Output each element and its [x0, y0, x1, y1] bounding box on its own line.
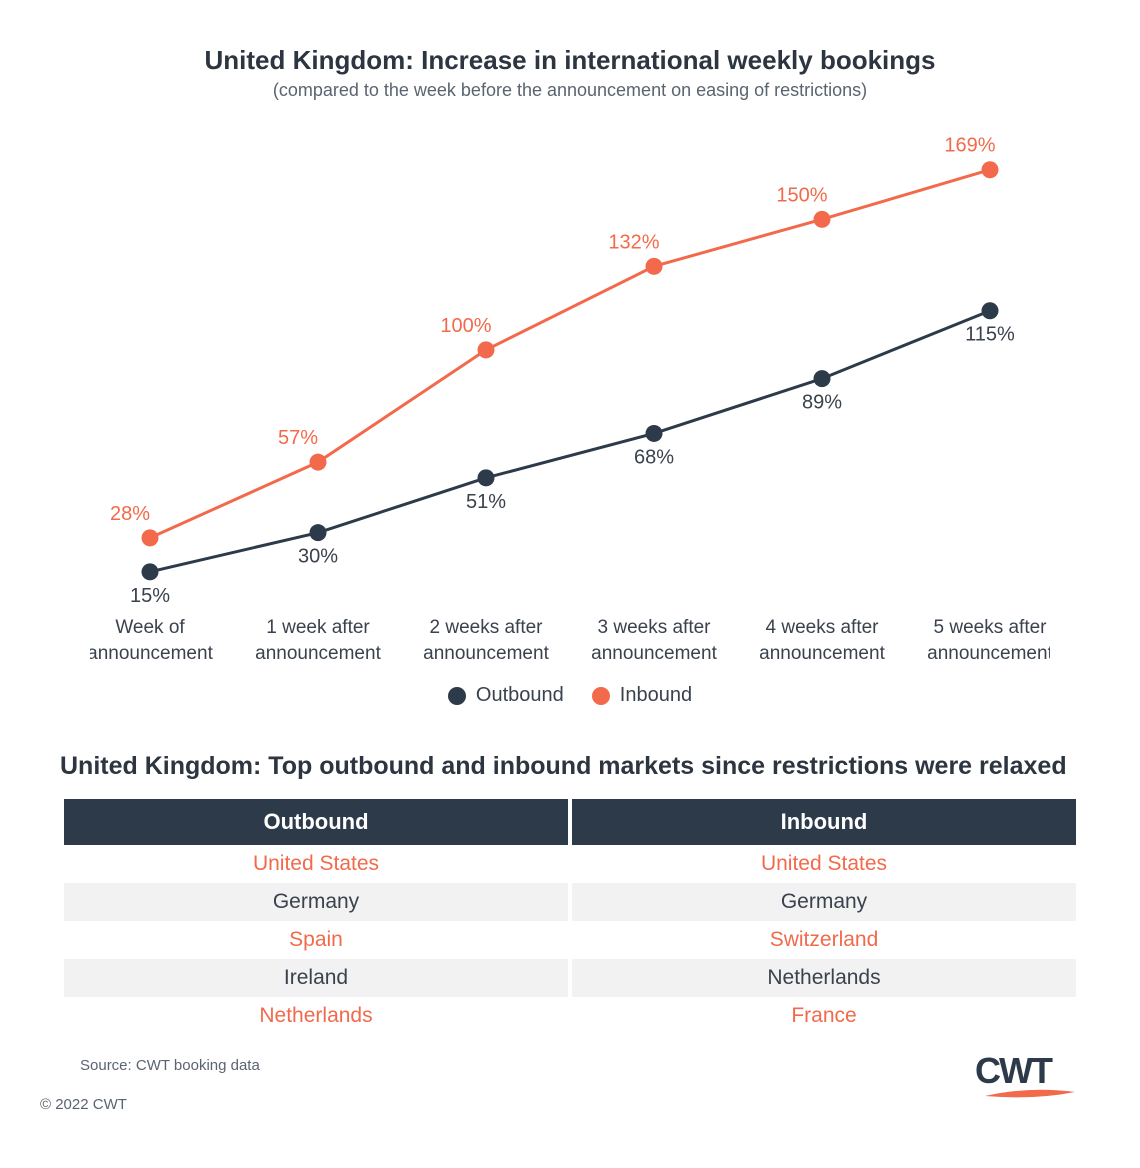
svg-text:57%: 57% — [278, 427, 318, 449]
legend-dot-icon — [592, 687, 610, 705]
table-header: Outbound — [64, 799, 568, 845]
table-cell: France — [572, 997, 1076, 1035]
chart-title: United Kingdom: Increase in internationa… — [60, 45, 1080, 76]
copyright: © 2022 CWT — [40, 1096, 127, 1113]
table-cell: Germany — [64, 883, 568, 921]
table-header: Inbound — [572, 799, 1076, 845]
table-cell: Netherlands — [572, 959, 1076, 997]
svg-text:28%: 28% — [110, 503, 150, 525]
svg-text:115%: 115% — [965, 324, 1015, 346]
table-row: SpainSwitzerland — [64, 921, 1076, 959]
legend-item: Outbound — [448, 684, 564, 707]
svg-text:announcement: announcement — [90, 643, 214, 661]
svg-text:169%: 169% — [944, 135, 995, 157]
table-cell: United States — [572, 845, 1076, 883]
table-cell: Netherlands — [64, 997, 568, 1035]
svg-text:4 weeks after: 4 weeks after — [766, 617, 880, 638]
table-row: NetherlandsFrance — [64, 997, 1076, 1035]
svg-text:89%: 89% — [802, 392, 842, 414]
svg-text:3 weeks after: 3 weeks after — [598, 617, 712, 638]
legend-item: Inbound — [592, 684, 692, 707]
svg-text:1 week after: 1 week after — [266, 617, 370, 638]
svg-text:CWT: CWT — [975, 1050, 1053, 1091]
svg-text:announcement: announcement — [423, 643, 549, 661]
chart-subtitle: (compared to the week before the announc… — [60, 80, 1080, 101]
legend-dot-icon — [448, 687, 466, 705]
table-cell: Ireland — [64, 959, 568, 997]
svg-text:15%: 15% — [130, 585, 170, 607]
table-cell: Germany — [572, 883, 1076, 921]
legend-label: Outbound — [476, 684, 564, 707]
svg-text:30%: 30% — [298, 546, 338, 568]
svg-text:150%: 150% — [776, 184, 827, 206]
line-chart: 15% 30% 51% 68% 89% 115% 28% 57% 100% 132% 150% 169… — [90, 121, 1050, 666]
legend-label: Inbound — [620, 684, 692, 707]
table-title: United Kingdom: Top outbound and inbound… — [60, 752, 1080, 781]
svg-text:announcement: announcement — [927, 643, 1050, 661]
table-row: United StatesUnited States — [64, 845, 1076, 883]
svg-text:Week of: Week of — [115, 617, 185, 638]
markets-table: OutboundInbound United StatesUnited Stat… — [60, 799, 1080, 1035]
svg-text:announcement: announcement — [255, 643, 381, 661]
svg-text:51%: 51% — [466, 491, 506, 513]
source-note: Source: CWT booking data — [80, 1057, 1080, 1074]
svg-text:announcement: announcement — [759, 643, 885, 661]
table-row: IrelandNetherlands — [64, 959, 1076, 997]
svg-text:2 weeks after: 2 weeks after — [430, 617, 544, 638]
svg-text:100%: 100% — [440, 315, 491, 337]
table-cell: Switzerland — [572, 921, 1076, 959]
svg-text:5 weeks after: 5 weeks after — [934, 617, 1048, 638]
table-cell: Spain — [64, 921, 568, 959]
chart-legend: Outbound Inbound — [60, 684, 1080, 707]
svg-text:68%: 68% — [634, 446, 674, 468]
cwt-logo: CWT — [975, 1050, 1085, 1113]
table-cell: United States — [64, 845, 568, 883]
table-row: GermanyGermany — [64, 883, 1076, 921]
svg-text:132%: 132% — [608, 231, 659, 253]
svg-text:announcement: announcement — [591, 643, 717, 661]
